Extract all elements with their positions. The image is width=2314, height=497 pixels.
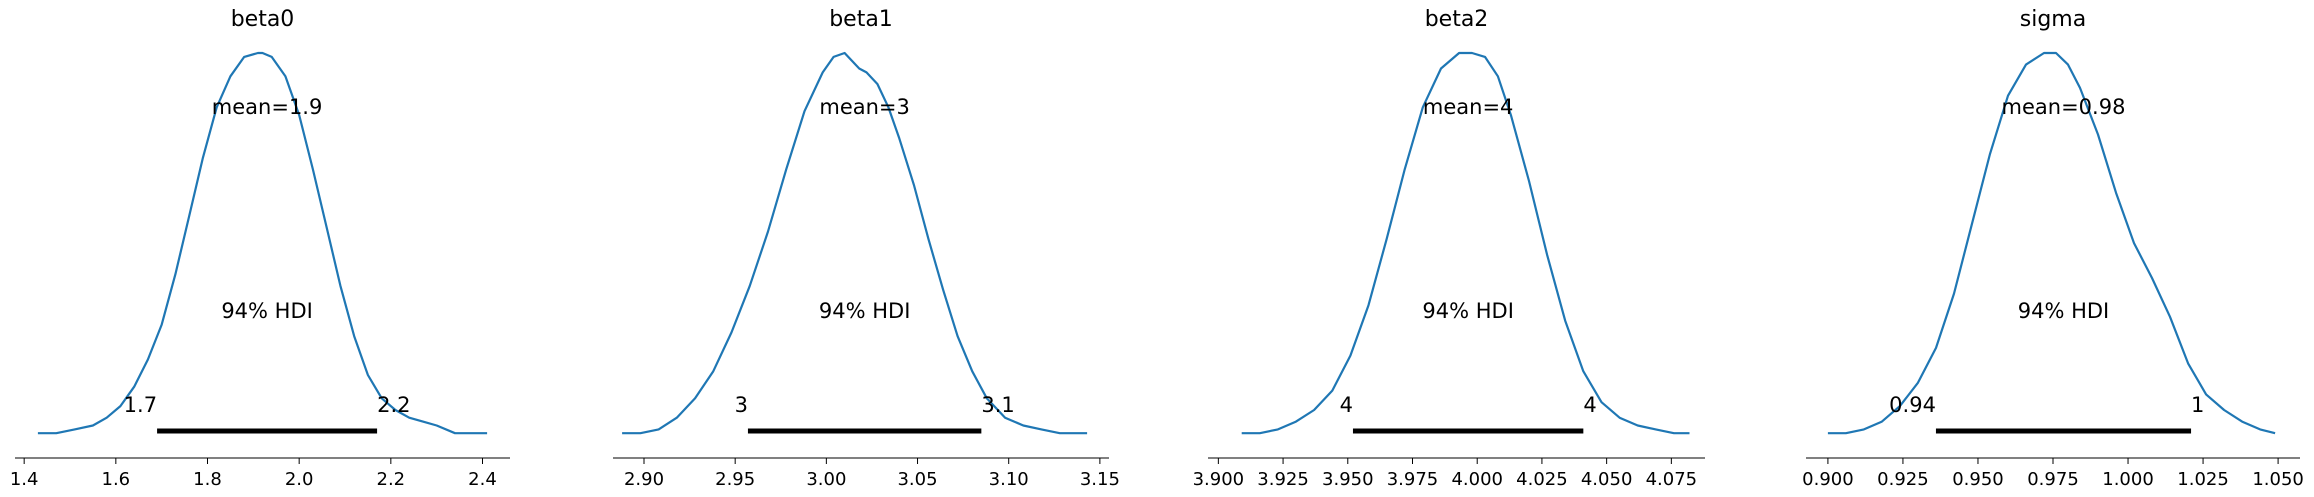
x-tick-label: 2.4	[468, 469, 497, 490]
hdi-high-label: 1	[2191, 393, 2204, 417]
x-tick-label: 1.6	[102, 469, 131, 490]
x-tick-label: 0.900	[1802, 469, 1854, 490]
hdi-high-label: 2.2	[377, 393, 410, 417]
hdi-low-label: 4	[1340, 393, 1353, 417]
x-tick-label: 0.925	[1877, 469, 1929, 490]
x-tick-label: 3.00	[806, 469, 846, 490]
x-tick-label: 4.025	[1516, 469, 1568, 490]
panel-title: sigma	[2020, 7, 2086, 32]
hdi-low-label: 0.94	[1889, 393, 1936, 417]
mean-label: mean=4	[1423, 95, 1514, 119]
x-tick-label: 1.8	[193, 469, 222, 490]
x-tick-label: 3.950	[1322, 469, 1374, 490]
x-tick-label: 3.925	[1257, 469, 1309, 490]
panel-title: beta1	[829, 7, 893, 32]
hdi-label: 94% HDI	[819, 299, 911, 323]
x-tick-label: 3.05	[897, 469, 937, 490]
density-curve	[37, 51, 488, 435]
x-tick-label: 3.15	[1080, 469, 1120, 490]
density-curve	[622, 51, 1088, 435]
x-tick-label: 2.2	[377, 469, 406, 490]
x-tick-label: 4.050	[1581, 469, 1633, 490]
panel-sigma: sigma mean=0.98 94% HDI 0.94 1 0.900 0.925 0.95…	[1802, 7, 2304, 490]
hdi-label: 94% HDI	[1422, 299, 1514, 323]
x-tick-label: 1.050	[2252, 469, 2304, 490]
x-tick-label: 0.950	[1952, 469, 2004, 490]
x-tick-label: 1.000	[2102, 469, 2154, 490]
x-tick-label: 3.975	[1387, 469, 1439, 490]
x-tick-label: 1.4	[10, 469, 39, 490]
x-tick-label: 0.975	[2027, 469, 2079, 490]
x-tick-label: 4.000	[1451, 469, 1503, 490]
x-tick-label: 3.900	[1193, 469, 1245, 490]
density-curve	[1827, 51, 2276, 435]
mean-label: mean=3	[819, 95, 910, 119]
x-tick-label: 2.90	[624, 469, 664, 490]
x-tick-label: 3.10	[989, 469, 1029, 490]
mean-label: mean=0.98	[2002, 95, 2126, 119]
x-tick-label: 1.025	[2177, 469, 2229, 490]
hdi-low-label: 1.7	[124, 393, 157, 417]
x-tick-label: 2.0	[285, 469, 314, 490]
x-tick-label: 4.075	[1646, 469, 1698, 490]
hdi-label: 94% HDI	[221, 299, 313, 323]
panel-beta2: beta2 mean=4 94% HDI 4 4 3.900 3.925 3.950 3.975…	[1193, 7, 1705, 490]
panel-title: beta2	[1425, 7, 1489, 32]
density-curve	[1241, 51, 1690, 435]
hdi-low-label: 3	[735, 393, 748, 417]
hdi-high-label: 3.1	[981, 393, 1014, 417]
panel-title: beta0	[231, 7, 295, 32]
x-tick-label: 2.95	[715, 469, 755, 490]
panel-beta0: beta0 mean=1.9 94% HDI 1.7 2.2 1.4 1.6 1.8 2.0 2.…	[10, 7, 510, 490]
hdi-high-label: 4	[1583, 393, 1596, 417]
mean-label: mean=1.9	[212, 95, 323, 119]
hdi-label: 94% HDI	[2018, 299, 2110, 323]
panel-beta1: beta1 mean=3 94% HDI 3 3.1 2.90 2.95 3.00 3.05 3.…	[613, 7, 1120, 490]
